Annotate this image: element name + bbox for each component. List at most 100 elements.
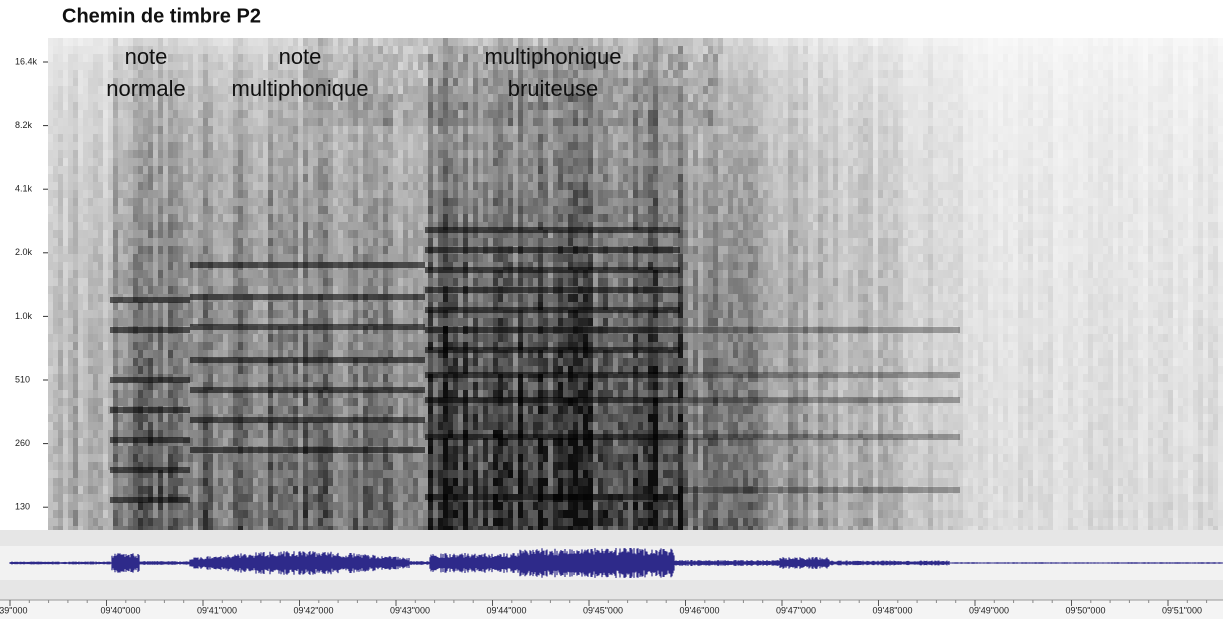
spectrogram-cell xyxy=(443,342,448,350)
spectrogram-cell xyxy=(213,398,218,406)
spectrogram-cell xyxy=(288,126,293,134)
spectrogram-cell xyxy=(138,318,143,326)
spectrogram-cell xyxy=(153,286,158,294)
spectrogram-cell xyxy=(323,478,328,486)
spectrogram-cell xyxy=(303,510,308,518)
spectrogram-cell xyxy=(238,254,243,262)
spectrogram-cell xyxy=(238,462,243,470)
spectrogram-cell xyxy=(68,230,73,238)
spectrogram-cell xyxy=(93,94,98,102)
spectrogram-cell xyxy=(298,246,303,254)
spectrogram-cell xyxy=(63,318,68,326)
spectrogram-cell xyxy=(343,150,348,158)
spectrogram-cell xyxy=(428,446,433,454)
spectrogram-cell xyxy=(183,118,188,126)
spectrogram-cell xyxy=(288,198,293,206)
spectrogram-cell xyxy=(63,206,68,214)
spectrogram-cell xyxy=(293,206,298,214)
spectrogram-cell xyxy=(423,438,428,446)
spectrogram-cell xyxy=(228,190,233,198)
spectrogram-cell xyxy=(78,94,83,102)
spectrogram-cell xyxy=(328,302,333,310)
spectrogram-cell xyxy=(303,270,308,278)
spectrogram-cell xyxy=(438,510,443,518)
spectrogram-cell xyxy=(248,486,253,494)
spectrogram-cell xyxy=(278,454,283,462)
spectrogram-cell xyxy=(378,166,383,174)
spectrogram-cell xyxy=(358,454,363,462)
spectrogram-cell xyxy=(398,398,403,406)
spectrogram-cell xyxy=(63,382,68,390)
spectrogram-cell xyxy=(208,38,213,46)
spectrogram-cell xyxy=(358,190,363,198)
spectrogram-cell xyxy=(153,150,158,158)
spectrogram-cell xyxy=(428,486,433,494)
spectrogram-cell xyxy=(408,438,413,446)
spectrogram-cell xyxy=(248,302,253,310)
spectrogram-cell xyxy=(413,54,418,62)
spectrogram-cell xyxy=(348,150,353,158)
spectrogram-cell xyxy=(373,462,378,470)
spectrogram-cell xyxy=(378,342,383,350)
spectrogram-cell xyxy=(173,502,178,510)
spectrogram-cell xyxy=(203,174,208,182)
spectrogram-cell xyxy=(273,142,278,150)
spectrogram-cell xyxy=(273,438,278,446)
spectrogram-cell xyxy=(113,158,118,166)
spectrogram-cell xyxy=(313,382,318,390)
spectrogram-cell xyxy=(83,278,88,286)
spectrogram-cell xyxy=(393,78,398,86)
spectrogram-cell xyxy=(148,86,153,94)
spectrogram-cell xyxy=(338,166,343,174)
spectrogram-cell xyxy=(353,174,358,182)
spectrogram-cell xyxy=(178,334,183,342)
spectrogram-cell xyxy=(413,230,418,238)
spectrogram-cell xyxy=(338,398,343,406)
spectrogram-cell xyxy=(323,502,328,510)
spectrogram-cell xyxy=(263,374,268,382)
spectrogram-cell xyxy=(53,238,58,246)
spectrogram-cell xyxy=(148,222,153,230)
spectrogram-cell xyxy=(318,334,323,342)
spectrogram-cell xyxy=(73,198,78,206)
spectrogram-cell xyxy=(283,230,288,238)
spectrogram-cell xyxy=(223,494,228,502)
spectrogram-cell xyxy=(438,238,443,246)
spectrogram-cell xyxy=(383,102,388,110)
spectrogram-cell xyxy=(208,238,213,246)
spectrogram-cell xyxy=(143,302,148,310)
spectrogram-cell xyxy=(423,94,428,102)
spectrogram-cell xyxy=(338,454,343,462)
spectrogram-cell xyxy=(163,206,168,214)
spectrogram-cell xyxy=(183,174,188,182)
spectrogram-cell xyxy=(198,238,203,246)
spectrogram-cell xyxy=(63,62,68,70)
spectrogram-cell xyxy=(103,102,108,110)
spectrogram-cell xyxy=(358,78,363,86)
spectrogram-cell xyxy=(73,230,78,238)
spectrogram-cell xyxy=(358,126,363,134)
spectrogram-cell xyxy=(193,70,198,78)
spectrogram-cell xyxy=(358,134,363,142)
spectrogram-cell xyxy=(213,518,218,526)
spectrogram-cell xyxy=(168,86,173,94)
spectrogram-cell xyxy=(433,254,438,262)
spectrogram-cell xyxy=(333,190,338,198)
spectrogram-cell xyxy=(258,70,263,78)
spectrogram-cell xyxy=(348,286,353,294)
spectrogram-cell xyxy=(403,478,408,486)
spectrogram-cell xyxy=(338,510,343,518)
spectrogram-cell xyxy=(128,166,133,174)
spectrogram-cell xyxy=(383,494,388,502)
spectrogram-cell xyxy=(193,334,198,342)
spectrogram-cell xyxy=(393,334,398,342)
spectrogram-cell xyxy=(58,342,63,350)
spectrogram-cell xyxy=(263,510,268,518)
spectrogram-cell xyxy=(313,174,318,182)
spectrogram-cell xyxy=(278,254,283,262)
spectrogram-cell xyxy=(103,54,108,62)
spectrogram-cell xyxy=(408,110,413,118)
spectrogram-cell xyxy=(373,86,378,94)
spectrogram-cell xyxy=(173,238,178,246)
spectrogram-cell xyxy=(343,254,348,262)
